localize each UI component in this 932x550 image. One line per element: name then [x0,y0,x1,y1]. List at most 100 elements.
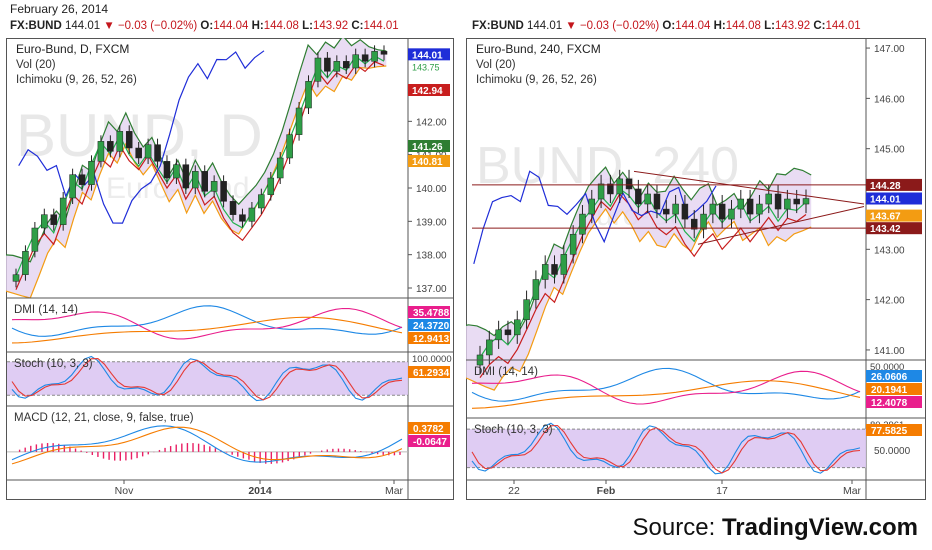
adx-line [471,380,861,409]
last-price: 144.01 [64,20,101,32]
pane-title: DMI (14, 14) [14,304,78,316]
candle-body [154,144,161,162]
dmi-minus-line [471,370,861,405]
close-value: 144.01 [363,20,399,32]
pane-title: DMI (14, 14) [474,366,538,378]
last-price: 144.01 [526,20,563,32]
triangle-lower-trendline [697,206,865,245]
candle-body [41,214,48,229]
low-value: 143.92 [774,20,811,32]
price-change: −0.03 (−0.02%) [579,20,660,32]
symbol[interactable]: FX:BUND [10,20,62,32]
candle-body [597,183,605,200]
candle-body [210,181,218,192]
pane-value-box [408,319,450,331]
pane-title: Stoch (10, 3, 3) [474,424,553,436]
macd-line [11,425,403,463]
price-label-box [408,48,450,61]
price-label: 144.01 [870,194,901,205]
chart-title: Euro-Bund, D, FXCM [16,42,129,56]
candle-body [59,197,67,225]
pane-value-label: 24.3720 [413,321,450,332]
pane-value-box [408,422,450,434]
price-label-partial: 143.75 [412,62,440,72]
pane-value-label: 77.5825 [871,426,908,437]
candle-body [163,161,171,179]
price-label-box [866,178,922,191]
price-label-box [866,222,922,235]
pane-axis-label: 50.0000 [870,362,904,373]
candle-body [361,54,369,62]
four-hour-chart[interactable]: BUND, 240Euro-Bund141.00142.00143.00144.… [466,38,926,500]
candle-body [756,203,763,215]
price-label: 143.42 [870,224,901,235]
candle-body [681,203,689,220]
pane-value-label: 26.0606 [871,372,908,383]
candle-body [737,198,745,210]
candle-body [644,193,651,205]
candle-body [700,213,707,230]
candle-body [728,208,735,220]
open-value: 144.04 [213,20,249,32]
x-tick-label: 17 [716,485,728,497]
candle-body [314,57,322,82]
pane-value-label: 12.4078 [871,398,908,409]
quote-line-right: FX:BUND 144.01 ▼ −0.03 (−0.02%) O:144.04… [472,20,861,32]
price-change: −0.03 (−0.02%) [117,20,198,32]
pane-value-box [866,370,922,382]
candle-body [116,131,124,152]
quote-line-left: FX:BUND 144.01 ▼ −0.03 (−0.02%) O:144.04… [10,20,399,32]
candle-body [173,164,180,179]
symbol[interactable]: FX:BUND [472,20,524,32]
dmi-plus-line [471,367,861,402]
candle-body [267,177,275,195]
candle-body [532,279,540,300]
y-tick-label: 141.00 [874,346,905,357]
candle-body [286,134,293,159]
candle-body [672,203,679,215]
dmi-minus-line [11,307,403,340]
pane-title: MACD (12, 21, close, 9, false, true) [14,412,194,424]
candle-body [305,81,312,109]
y-tick-label: 146.00 [874,94,905,105]
price-label: 144.28 [870,181,901,192]
price-label: 142.94 [412,86,443,97]
ichimoku-cloud [466,167,812,391]
candle-body [653,193,661,210]
daily-chart[interactable]: BUND, DEuro-Bund137.00138.00139.00140.00… [6,38,454,500]
candle-body [239,214,246,222]
pane-value-label: 0.3782 [413,424,444,435]
candle-body [324,57,331,72]
indicator-legend: Ichimoku (9, 26, 52, 26) [476,74,597,86]
pane-value-label: -0.0647 [413,437,447,448]
candle-body [107,141,114,152]
candle-body [78,174,86,185]
chart-date: February 26, 2014 [10,2,109,16]
source-credit: Source: TradingView.com [632,514,918,541]
down-arrow-icon: ▼ [565,20,577,32]
y-tick-label: 143.00 [874,245,905,256]
senkou-span-b [6,65,387,299]
candle-body [125,131,133,149]
stoch-d-line [471,424,861,474]
candle-body [746,198,754,215]
low-value: 143.92 [312,20,349,32]
candle-body [342,61,350,69]
chikou-span-line [18,50,265,224]
macd-signal-line [11,426,403,465]
candle-body [333,61,341,72]
candle-body [97,141,105,162]
candle-body [248,207,256,222]
candle-body [135,147,142,159]
price-label: 143.67 [870,212,901,223]
candle-body [635,188,642,205]
senkou-span-b [466,207,812,391]
candle-body [774,193,782,210]
down-arrow-icon: ▼ [103,20,115,32]
y-tick-label: 142.00 [874,296,905,307]
price-label-box [866,209,922,222]
candle-body [588,198,596,215]
y-tick-label: 139.00 [416,217,447,228]
candle-body [88,161,95,185]
price-label: 141.26 [412,142,443,153]
